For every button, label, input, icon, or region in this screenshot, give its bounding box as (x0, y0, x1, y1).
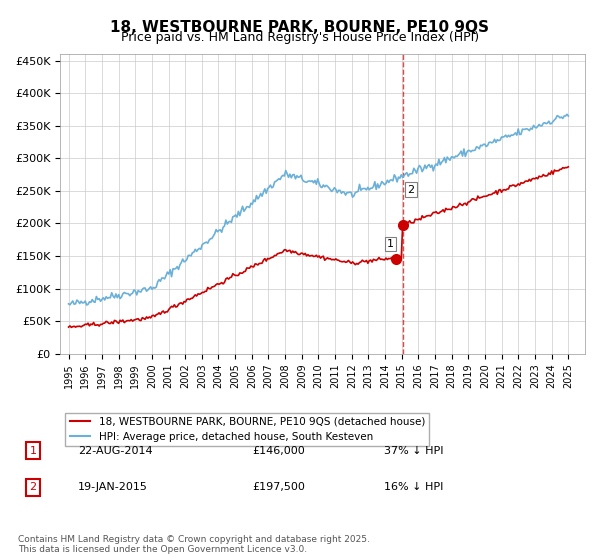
Legend: 18, WESTBOURNE PARK, BOURNE, PE10 9QS (detached house), HPI: Average price, deta: 18, WESTBOURNE PARK, BOURNE, PE10 9QS (d… (65, 413, 430, 446)
Text: Contains HM Land Registry data © Crown copyright and database right 2025.
This d: Contains HM Land Registry data © Crown c… (18, 535, 370, 554)
Text: 16% ↓ HPI: 16% ↓ HPI (384, 482, 443, 492)
Text: 19-JAN-2015: 19-JAN-2015 (78, 482, 148, 492)
Text: 18, WESTBOURNE PARK, BOURNE, PE10 9QS: 18, WESTBOURNE PARK, BOURNE, PE10 9QS (110, 20, 490, 35)
Text: Price paid vs. HM Land Registry's House Price Index (HPI): Price paid vs. HM Land Registry's House … (121, 31, 479, 44)
Text: £197,500: £197,500 (252, 482, 305, 492)
Text: 1: 1 (29, 446, 37, 456)
Text: £146,000: £146,000 (252, 446, 305, 456)
Text: 1: 1 (387, 239, 394, 249)
Text: 37% ↓ HPI: 37% ↓ HPI (384, 446, 443, 456)
Text: 2: 2 (407, 184, 415, 194)
Text: 2: 2 (29, 482, 37, 492)
Text: 22-AUG-2014: 22-AUG-2014 (78, 446, 152, 456)
